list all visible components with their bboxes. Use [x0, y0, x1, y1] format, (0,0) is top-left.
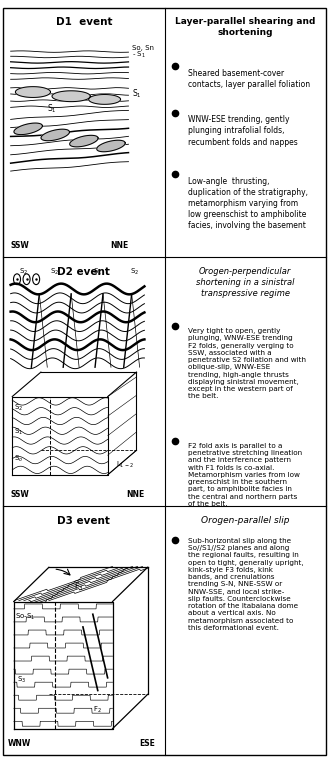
- Text: D2 event: D2 event: [58, 267, 110, 277]
- Text: NNE: NNE: [110, 241, 129, 250]
- Polygon shape: [70, 135, 98, 146]
- Text: L$_{1-2}$: L$_{1-2}$: [115, 459, 133, 470]
- Text: NNE: NNE: [126, 490, 144, 499]
- Text: S$_1$: S$_1$: [47, 103, 57, 115]
- Text: WNW-ESE trending, gently
plunging intrafolial folds,
recumbent folds and nappes: WNW-ESE trending, gently plunging intraf…: [188, 115, 297, 146]
- Text: SSW: SSW: [11, 490, 29, 499]
- Polygon shape: [52, 91, 90, 101]
- Text: Layer-parallel shearing and
shortening: Layer-parallel shearing and shortening: [175, 18, 315, 37]
- Text: Orogen-parallel slip: Orogen-parallel slip: [201, 516, 289, 525]
- Text: WNW: WNW: [8, 739, 31, 749]
- Text: So, Sn: So, Sn: [132, 45, 154, 51]
- Text: S$_3$: S$_3$: [17, 675, 26, 685]
- Text: - S$_1$: - S$_1$: [132, 50, 145, 60]
- Text: Low-angle  thrusting,
duplication of the stratigraphy,
metamorphism varying from: Low-angle thrusting, duplication of the …: [188, 176, 308, 230]
- Text: F2 fold axis is parallel to a
penetrative stretching lineation
and the interfere: F2 fold axis is parallel to a penetrativ…: [188, 443, 302, 507]
- Text: F$_3$: F$_3$: [74, 580, 83, 593]
- Text: S$_1$: S$_1$: [132, 88, 141, 100]
- Text: S$_2$: S$_2$: [14, 403, 23, 414]
- Text: So-S$_1$: So-S$_1$: [15, 612, 36, 622]
- Text: Very tight to open, gently
plunging, WNW-ESE trending
F2 folds, generally vergin: Very tight to open, gently plunging, WNW…: [188, 328, 306, 399]
- Text: Sheared basement-cover
contacts, layer parallel foliation: Sheared basement-cover contacts, layer p…: [188, 69, 310, 89]
- Text: S$_2$: S$_2$: [19, 267, 28, 277]
- Text: Orogen-perpendicular
shortening in a sinistral
transpressive regime: Orogen-perpendicular shortening in a sin…: [196, 267, 294, 298]
- Polygon shape: [14, 123, 42, 134]
- Text: ESE: ESE: [140, 739, 156, 749]
- Polygon shape: [89, 95, 120, 105]
- Polygon shape: [15, 87, 50, 98]
- Polygon shape: [41, 129, 69, 140]
- Text: SSW: SSW: [11, 241, 29, 250]
- Text: D1  event: D1 event: [56, 18, 112, 27]
- Text: Sub-horizontal slip along the
So//S1//S2 planes and along
the regional faults, r: Sub-horizontal slip along the So//S1//S2…: [188, 538, 303, 631]
- Text: S$_1$: S$_1$: [93, 267, 103, 277]
- Text: S$_1$: S$_1$: [14, 427, 23, 437]
- Text: F$_2$: F$_2$: [93, 704, 102, 715]
- Text: S$_2$: S$_2$: [50, 267, 60, 277]
- Text: S$_o$: S$_o$: [14, 454, 23, 464]
- Polygon shape: [97, 140, 125, 152]
- Text: S$_2$: S$_2$: [130, 267, 139, 277]
- Text: D3 event: D3 event: [58, 516, 110, 526]
